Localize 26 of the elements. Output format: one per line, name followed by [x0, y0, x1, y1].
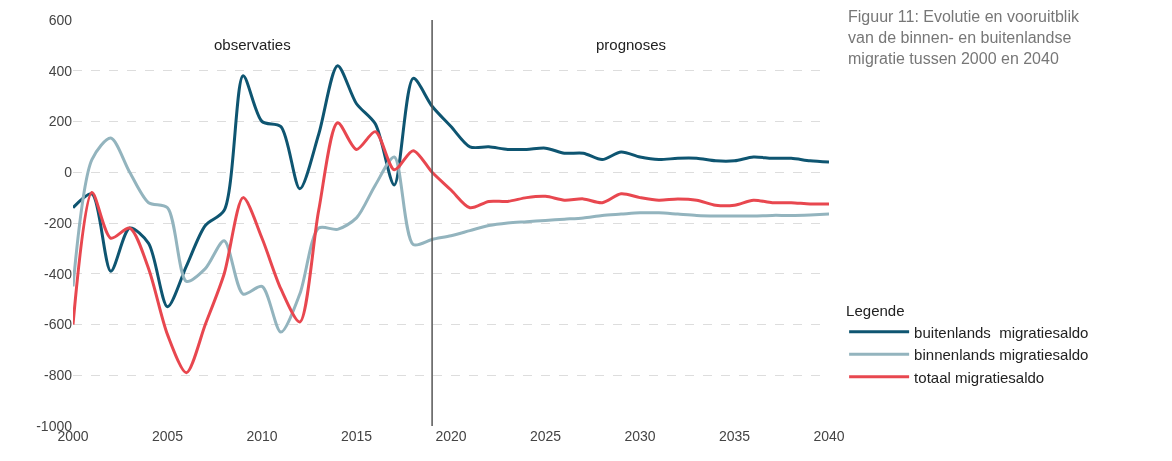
line-series — [73, 136, 829, 334]
x-tick-label: 2005 — [151, 428, 184, 444]
annotation: prognoses — [596, 36, 667, 53]
y-tick-label: -400 — [43, 265, 73, 282]
y-tick-label: -200 — [43, 214, 73, 231]
y-tick-label: 600 — [48, 11, 73, 28]
legend-title: Legende — [846, 301, 905, 319]
y-tick-label: -600 — [43, 316, 73, 333]
x-tick-label: 2030 — [624, 428, 656, 444]
y-tick-label: 400 — [48, 62, 73, 79]
y-tick-label: -800 — [43, 367, 73, 384]
y-tick-label: 200 — [48, 113, 73, 130]
x-tick-label: 2035 — [718, 428, 751, 444]
annotation: observaties — [214, 36, 291, 53]
x-tick-label: 2010 — [246, 428, 278, 444]
legend-label: buitenlands migratiesaldo — [914, 323, 1089, 341]
x-tick-label: 2040 — [813, 428, 845, 444]
y-tick-label: 0 — [64, 164, 73, 181]
legend-label: totaal migratiesaldo — [914, 368, 1045, 386]
x-tick-label: 2025 — [529, 428, 562, 444]
legend-label: binnenlands migratiesaldo — [914, 346, 1089, 364]
line-series — [73, 64, 829, 309]
line-series — [73, 121, 829, 375]
x-tick-label: 2015 — [340, 428, 373, 444]
x-tick-label: 2020 — [435, 428, 467, 444]
text: Figuur 11: Evolutie en vooruitblik van de binnen- en buitenlandse migratie tussen 2000 en 2040 — [848, 8, 1080, 67]
